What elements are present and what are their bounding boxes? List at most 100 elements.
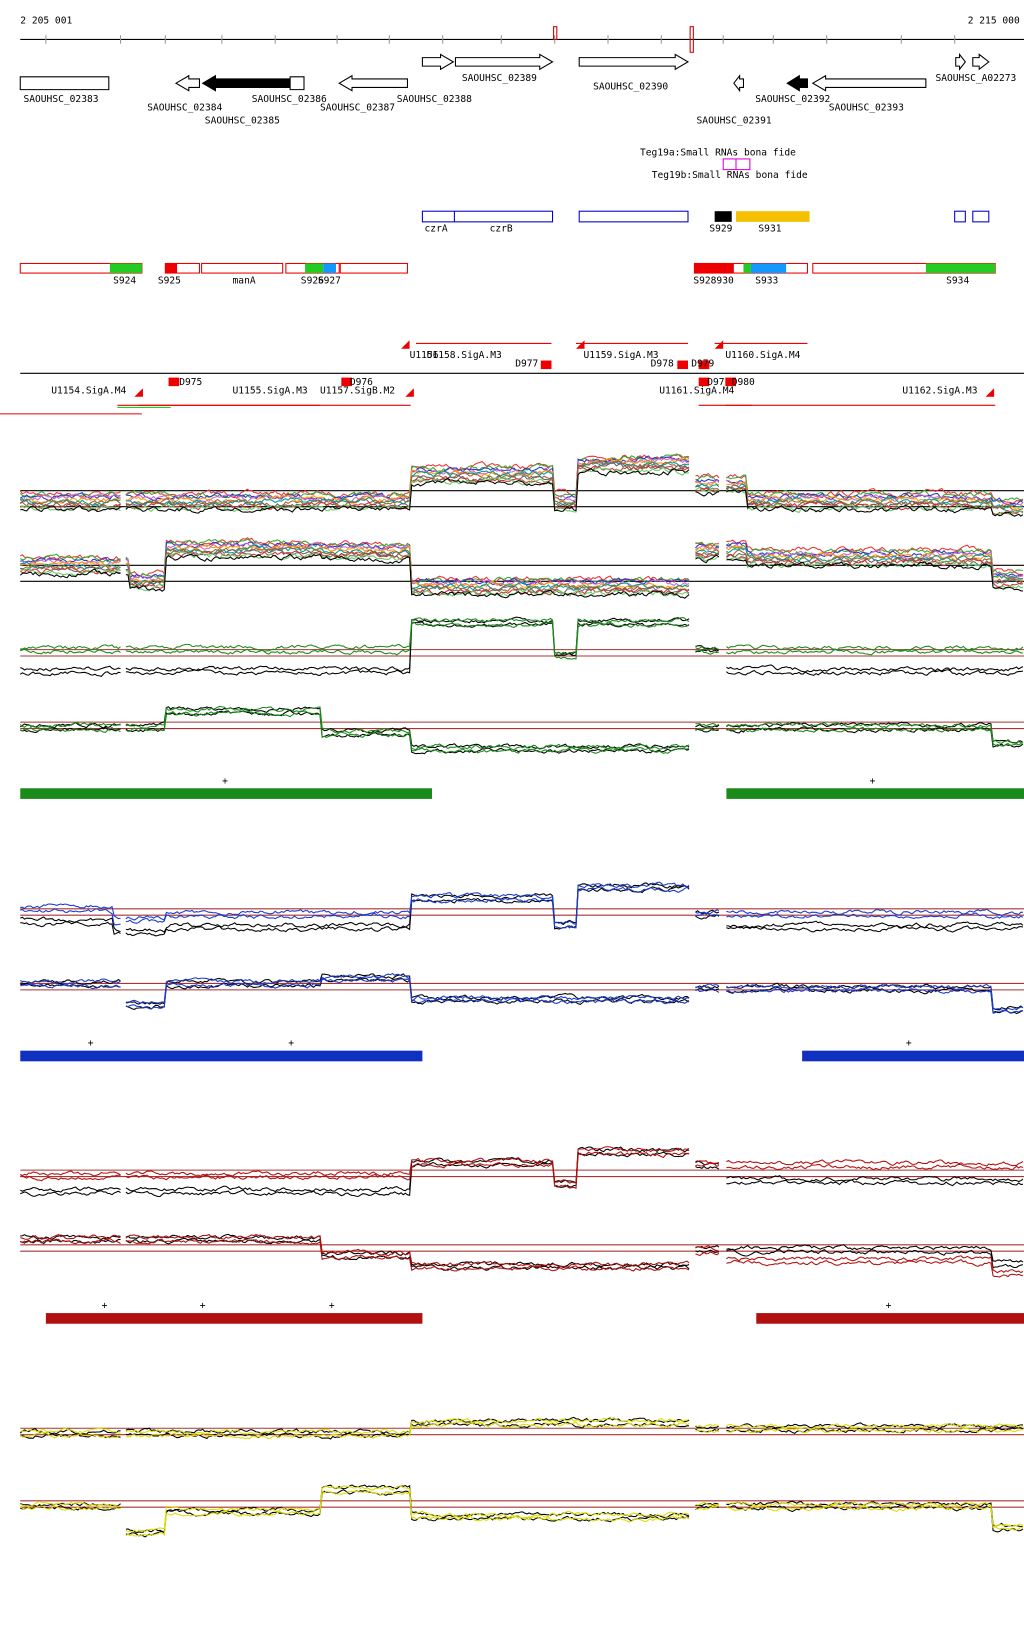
- promoter: [134, 388, 143, 397]
- promoter: [985, 388, 995, 397]
- feature-box: [578, 210, 689, 223]
- gene-label: SAOUHSC_02384: [147, 103, 222, 114]
- signal-trace: [125, 977, 690, 1010]
- signal-trace: [20, 921, 121, 936]
- gene-arrow: [201, 74, 291, 92]
- signal-trace: [726, 1258, 1024, 1278]
- signal-trace: [726, 473, 1024, 504]
- region-marker: +: [886, 1301, 892, 1312]
- signal-trace: [125, 460, 690, 509]
- signal-trace: [20, 1170, 121, 1177]
- gene-label: SAOUHSC_02389: [462, 73, 537, 84]
- signal-trace: [695, 645, 720, 651]
- transcript-label: D980: [732, 377, 755, 388]
- transcript-label: U1156: [410, 350, 439, 361]
- signal-trace: [19, 568, 121, 579]
- signal-trace: [125, 705, 690, 751]
- gene-arrow: [786, 74, 808, 92]
- segment-fill: [750, 263, 787, 274]
- signal-trace: [695, 646, 720, 651]
- signal-trace: [695, 1249, 719, 1254]
- gene-label: SAOUHSC_A02273: [935, 73, 1016, 84]
- gene-label: SAOUHSC_02386: [252, 94, 327, 105]
- signal-trace: [695, 541, 719, 547]
- signal-trace: [726, 1504, 1024, 1533]
- signal-trace: [125, 467, 690, 514]
- signal-trace: [695, 481, 719, 487]
- region-bar: [726, 788, 1024, 799]
- terminator: [698, 360, 710, 370]
- signal-trace: [695, 1165, 720, 1170]
- signal-trace: [726, 1500, 1024, 1528]
- region-marker: +: [88, 1038, 94, 1049]
- signal-trace: [695, 722, 720, 727]
- signal-trace: [20, 726, 121, 734]
- transcript-label: D978: [651, 359, 674, 370]
- signal-trace: [695, 1251, 720, 1257]
- signal-trace: [726, 483, 1024, 510]
- signal-trace: [726, 1501, 1024, 1528]
- signal-trace: [20, 493, 121, 502]
- transcript-label: U1158.SigA.M3: [427, 350, 502, 361]
- gene-arrow: [174, 74, 200, 92]
- small-rna-label: Teg19b:Small RNAs bona fide: [652, 170, 808, 181]
- region-marker: +: [200, 1301, 206, 1312]
- feature-label: czrB: [490, 223, 513, 234]
- gene-label: SAOUHSC_02387: [320, 103, 395, 114]
- gene-arrow: [19, 76, 110, 91]
- signal-trace: [125, 1417, 690, 1436]
- feature-label: S929: [709, 223, 732, 234]
- signal-trace: [695, 984, 720, 989]
- signal-trace: [20, 1186, 121, 1193]
- signal-trace: [125, 1146, 690, 1193]
- region-bar: [756, 1313, 1024, 1324]
- signal-trace: [125, 616, 690, 672]
- feature-label: czrA: [425, 223, 448, 234]
- signal-trace: [726, 558, 1023, 592]
- signal-trace: [695, 1501, 720, 1507]
- transcript-label: U1157.SigB.M2: [320, 385, 395, 396]
- signal-trace: [125, 973, 690, 1005]
- signal-trace: [695, 549, 720, 556]
- axis-marker: [553, 26, 558, 40]
- signal-trace: [726, 1159, 1024, 1167]
- region-bar: [802, 1050, 1024, 1062]
- segment: [339, 262, 408, 274]
- signal-trace: [20, 1431, 121, 1439]
- segment-label: S933: [755, 276, 778, 287]
- region-marker: +: [222, 776, 228, 787]
- gene-label: SAOUHSC_02392: [755, 94, 830, 105]
- signal-trace: [125, 455, 690, 502]
- signal-trace: [20, 908, 121, 926]
- signal-trace: [726, 552, 1024, 585]
- signal-trace: [726, 721, 1024, 745]
- feature-box: [714, 211, 732, 222]
- axis-start: 2 205 001: [20, 15, 72, 26]
- signal-trace: [726, 1163, 1024, 1171]
- signal-trace: [20, 1427, 121, 1434]
- signal-trace: [726, 1255, 1024, 1274]
- transcript-label: U1155.SigA.M3: [233, 385, 308, 396]
- region-marker: +: [870, 776, 876, 787]
- signal-trace: [726, 644, 1024, 652]
- signal-trace: [20, 1234, 121, 1240]
- gene-label: SAOUHSC_02390: [593, 81, 668, 92]
- gene-label: SAOUHSC_02383: [23, 94, 98, 105]
- signal-trace: [695, 914, 720, 920]
- signal-trace: [726, 553, 1024, 588]
- signal-trace: [726, 543, 1024, 579]
- signal-trace: [20, 505, 121, 513]
- transcript-label: D977: [515, 359, 538, 370]
- signal-trace: [19, 491, 121, 502]
- transcript-label: U1161.SigA.M4: [659, 385, 734, 396]
- signal-trace: [125, 977, 690, 1010]
- signal-trace: [695, 912, 719, 917]
- signal-trace: [125, 1421, 690, 1440]
- segment-fill: [305, 263, 324, 274]
- signal-trace: [20, 1500, 121, 1508]
- signal-trace: [726, 726, 1024, 748]
- signal-trace: [695, 542, 720, 547]
- signal-trace: [695, 1429, 720, 1434]
- signal-trace: [695, 490, 720, 497]
- segment-label: S926: [301, 276, 324, 287]
